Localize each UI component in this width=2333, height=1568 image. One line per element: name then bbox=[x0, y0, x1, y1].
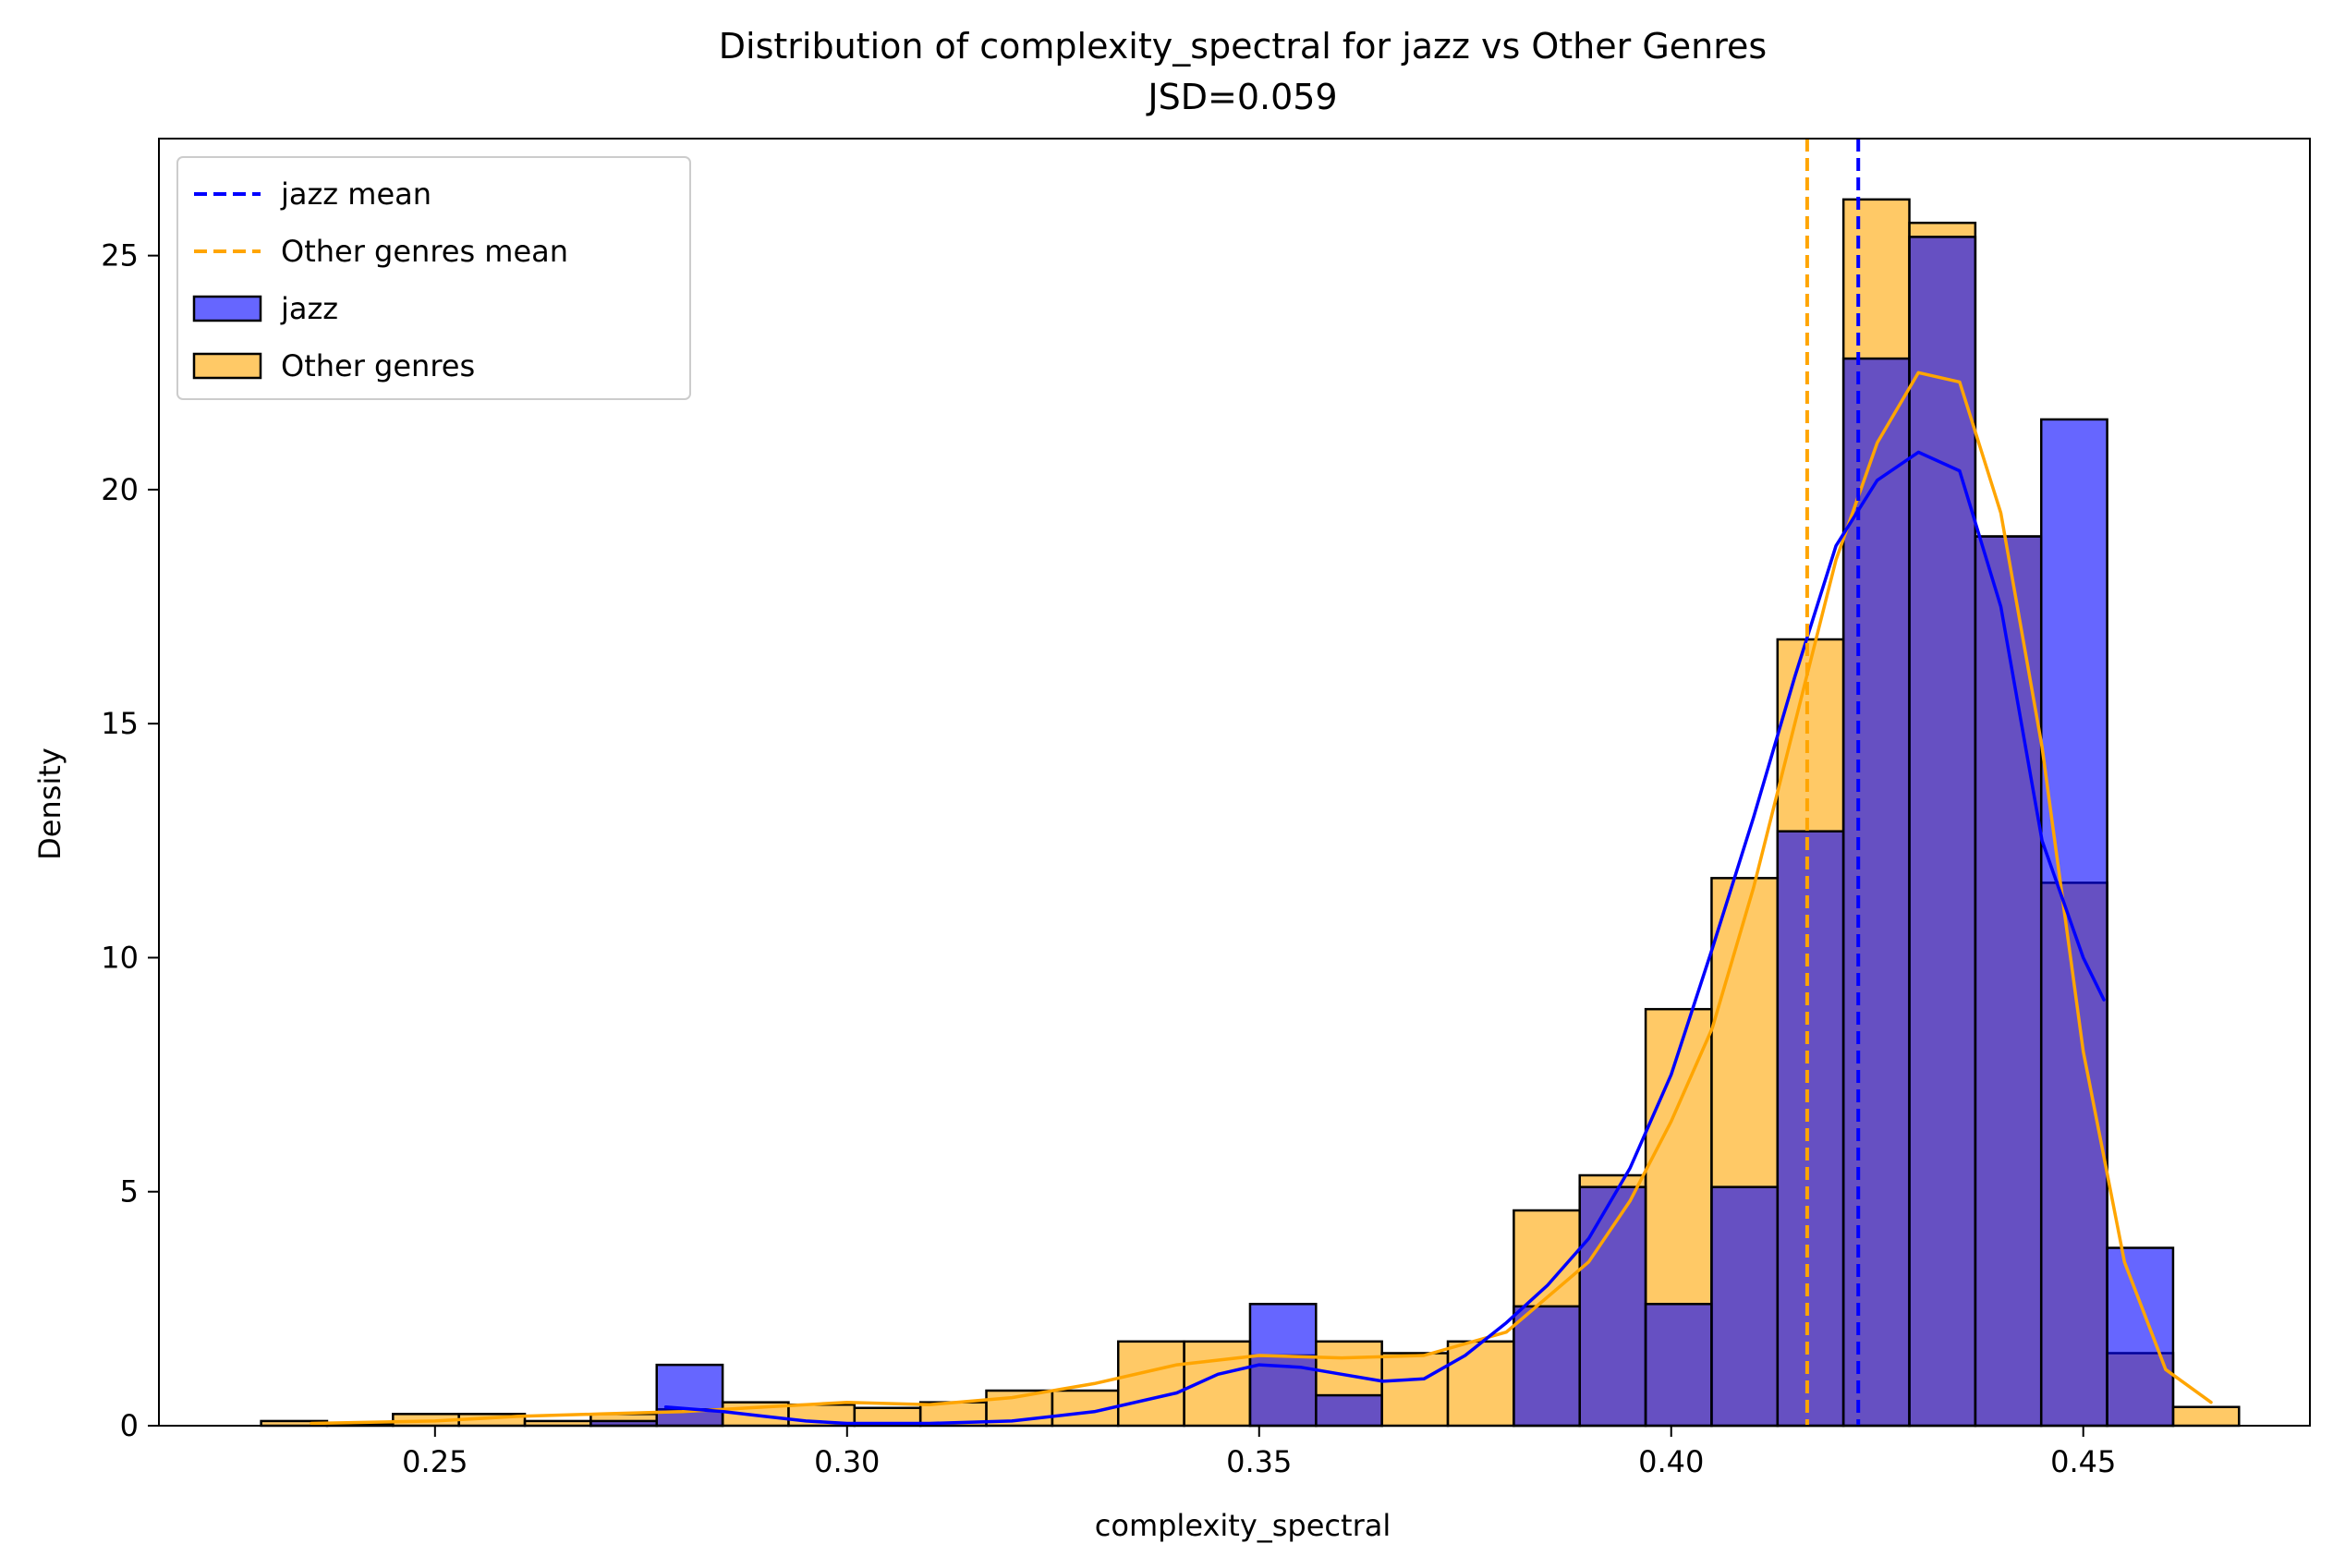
plot-frame bbox=[158, 138, 2311, 1427]
y-tick-label-5: 25 bbox=[101, 238, 139, 273]
x-tick-label-0: 0.25 bbox=[402, 1444, 468, 1479]
x-tick-label-1: 0.30 bbox=[814, 1444, 880, 1479]
x-tick-label-3: 0.40 bbox=[1638, 1444, 1704, 1479]
y-axis: 0 5 10 15 20 25 bbox=[101, 238, 159, 1443]
jazz-bar-21 bbox=[1644, 1303, 1713, 1428]
legend-item-3-label: Other genres bbox=[281, 348, 475, 383]
other-genres-bar-29 bbox=[2171, 1405, 2241, 1428]
jazz-kde bbox=[663, 450, 2106, 1426]
legend-item-0-label: jazz mean bbox=[280, 176, 431, 212]
jazz-bar-19 bbox=[1513, 1305, 1581, 1428]
y-axis-label: Density bbox=[32, 748, 67, 860]
x-tick-label-4: 0.45 bbox=[2050, 1444, 2116, 1479]
legend-item-3-swatch bbox=[192, 352, 262, 380]
jazz-bars bbox=[589, 236, 2175, 1428]
jazz-bar-23 bbox=[1776, 830, 1845, 1428]
other-genres-kde-line bbox=[310, 371, 2213, 1426]
x-axis-label: complexity_spectral bbox=[1095, 1508, 1391, 1543]
y-tick-label-1: 5 bbox=[120, 1174, 139, 1209]
other-genres-kde bbox=[310, 371, 2213, 1426]
legend-item-2-label: jazz bbox=[280, 291, 338, 326]
legend-box bbox=[176, 156, 691, 400]
jazz-bar-16 bbox=[1315, 1393, 1383, 1428]
legend-item-2-swatch bbox=[192, 295, 262, 322]
y-tick-label-0: 0 bbox=[120, 1408, 139, 1443]
x-tick-label-2: 0.35 bbox=[1226, 1444, 1292, 1479]
x-axis: 0.25 0.30 0.35 0.40 0.45 bbox=[402, 1426, 2116, 1479]
other-genres-bar-13 bbox=[1116, 1340, 1185, 1428]
legend-item-1-label: Other genres mean bbox=[281, 234, 568, 269]
jazz-bar-22 bbox=[1710, 1185, 1780, 1428]
legend: jazz mean Other genres mean jazz Other genr… bbox=[176, 156, 691, 400]
jazz-kde-line bbox=[663, 450, 2106, 1426]
chart-subtitle: JSD=0.059 bbox=[1146, 77, 1337, 117]
jazz-bar-6 bbox=[655, 1363, 724, 1428]
y-tick-label-4: 20 bbox=[101, 472, 139, 507]
jazz-bar-28 bbox=[2106, 1246, 2175, 1428]
jazz-bar-25 bbox=[1908, 236, 1977, 1428]
jazz-bar-20 bbox=[1578, 1185, 1647, 1428]
jazz-bar-26 bbox=[1974, 535, 2043, 1428]
mean-lines bbox=[1804, 139, 1861, 1426]
other-genres-bar-18 bbox=[1446, 1340, 1515, 1428]
chart-title: Distribution of complexity_spectral for … bbox=[719, 26, 1767, 67]
jazz-bar-27 bbox=[2039, 418, 2108, 1428]
y-tick-label-2: 10 bbox=[101, 940, 139, 975]
y-tick-label-3: 15 bbox=[101, 706, 139, 741]
other-genres-bar-17 bbox=[1380, 1352, 1450, 1428]
